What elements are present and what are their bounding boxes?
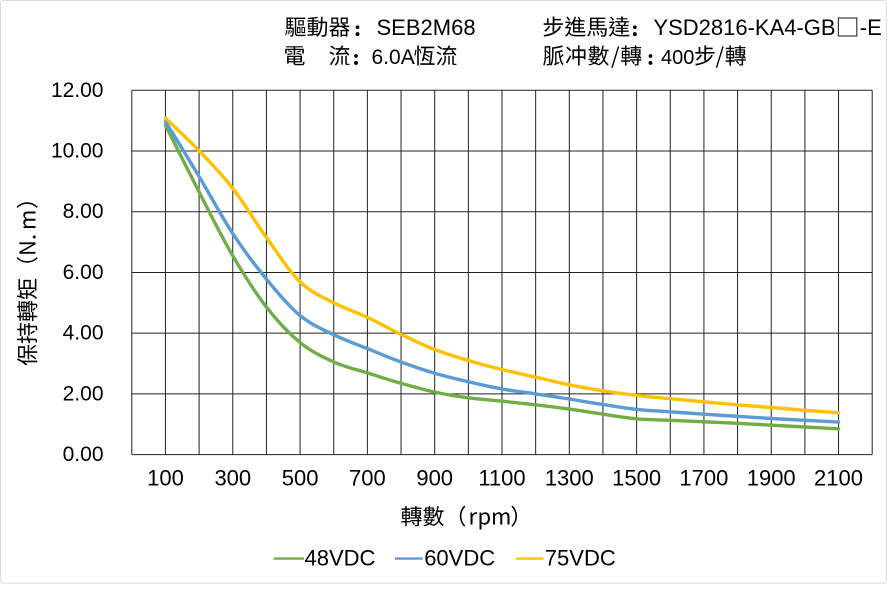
svg-text:10.00: 10.00: [51, 140, 104, 163]
svg-text:1500: 1500: [612, 466, 661, 491]
svg-text:4.00: 4.00: [63, 322, 104, 345]
svg-text:100: 100: [147, 466, 184, 491]
svg-text:8.00: 8.00: [63, 200, 104, 223]
svg-text:SEB2M68: SEB2M68: [377, 15, 476, 40]
svg-text:1100: 1100: [478, 466, 525, 491]
svg-text:900: 900: [416, 466, 453, 491]
svg-text:YSD2816-KA4-GB: YSD2816-KA4-GB: [653, 15, 835, 40]
svg-text:2.00: 2.00: [63, 382, 104, 405]
svg-text:300: 300: [214, 466, 251, 491]
svg-text:400: 400: [661, 47, 694, 69]
svg-text:1700: 1700: [679, 466, 728, 491]
svg-text:75VDC: 75VDC: [545, 546, 616, 571]
svg-text:6.00: 6.00: [63, 261, 104, 284]
svg-text:1900: 1900: [747, 466, 796, 491]
svg-text:60VDC: 60VDC: [424, 546, 495, 571]
svg-text:700: 700: [349, 466, 386, 491]
svg-text:6.0A: 6.0A: [372, 46, 415, 69]
svg-text:-E: -E: [860, 15, 882, 40]
svg-text:500: 500: [282, 466, 319, 491]
svg-text:0.00: 0.00: [63, 443, 104, 466]
svg-text:2100: 2100: [814, 466, 863, 491]
svg-text:1300: 1300: [545, 466, 594, 491]
svg-text:12.00: 12.00: [51, 79, 104, 102]
svg-text:48VDC: 48VDC: [305, 546, 376, 571]
